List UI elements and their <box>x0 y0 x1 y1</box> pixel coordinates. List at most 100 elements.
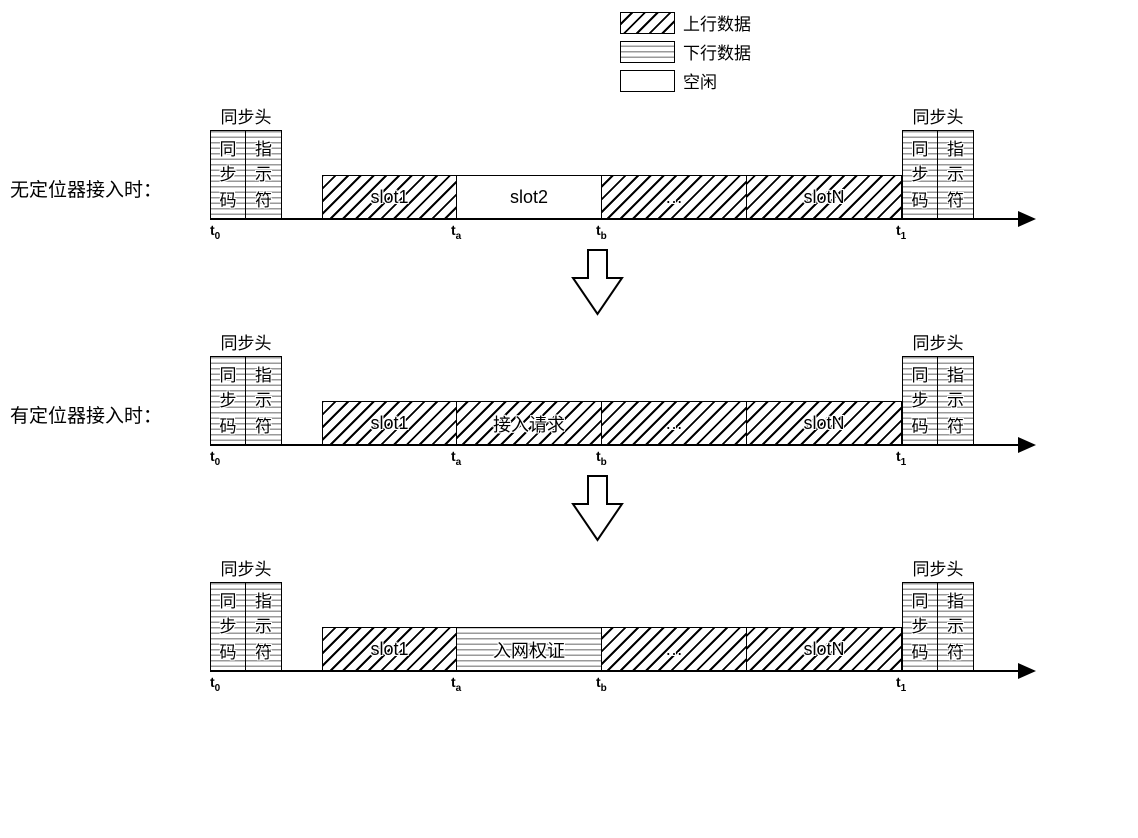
timeline: 同步头同步码指示符slot1接入请求…slotN同步头同步码指示符t0tatbt… <box>210 329 1034 468</box>
gap <box>282 401 322 446</box>
slot: 入网权证 <box>457 627 602 672</box>
slot-label: slot2 <box>508 187 550 208</box>
sync-char: 同 <box>220 363 237 389</box>
slot: … <box>602 401 747 446</box>
gap <box>282 175 322 220</box>
sync-head: 同步头同步码指示符 <box>902 103 974 220</box>
sync-caption: 同步头 <box>913 329 964 354</box>
timeline-row: 有定位器接入时：同步头同步码指示符slot1接入请求…slotN同步头同步码指示… <box>10 329 1128 468</box>
indicator-col: 指示符 <box>938 357 973 445</box>
timeline: 同步头同步码指示符slot1入网权证…slotN同步头同步码指示符t0tatbt… <box>210 555 1034 694</box>
tick-t0: t0 <box>210 448 220 468</box>
sync-char: 步 <box>912 614 929 640</box>
sync-box: 同步码指示符 <box>902 130 974 220</box>
timeline-body: 同步头同步码指示符slot1入网权证…slotN同步头同步码指示符 <box>210 555 1034 672</box>
legend-label: 空闲 <box>683 68 717 93</box>
sync-char: 符 <box>947 640 964 666</box>
sync-box: 同步码指示符 <box>902 356 974 446</box>
sync-char: 同 <box>912 137 929 163</box>
tick-t0: t0 <box>210 674 220 694</box>
slot-label: slotN <box>801 639 846 660</box>
tick-ta: ta <box>451 448 461 468</box>
sync-code-col: 同步码 <box>903 357 938 445</box>
sync-char: 步 <box>912 162 929 188</box>
sync-head: 同步头同步码指示符 <box>210 329 282 446</box>
sync-box: 同步码指示符 <box>902 582 974 672</box>
sync-char: 码 <box>912 414 929 440</box>
sync-char: 指 <box>947 589 964 615</box>
gap <box>282 627 322 672</box>
sync-head: 同步头同步码指示符 <box>210 103 282 220</box>
legend-item: 下行数据 <box>620 39 1128 64</box>
tick-tb: tb <box>596 674 607 694</box>
sync-char: 同 <box>912 363 929 389</box>
legend-item: 上行数据 <box>620 10 1128 35</box>
tick-t1: t1 <box>896 222 906 242</box>
sync-char: 符 <box>255 640 272 666</box>
sync-caption: 同步头 <box>913 103 964 128</box>
sync-char: 示 <box>255 162 272 188</box>
tick-tb: tb <box>596 448 607 468</box>
indicator-col: 指示符 <box>246 131 281 219</box>
legend-swatch-blank <box>620 70 675 92</box>
slot-label: 入网权证 <box>491 637 567 663</box>
sync-char: 同 <box>912 589 929 615</box>
slot-label: slot1 <box>368 413 410 434</box>
sync-caption: 同步头 <box>221 329 272 354</box>
slot: slot1 <box>322 401 457 446</box>
sync-head: 同步头同步码指示符 <box>902 555 974 672</box>
row-label: 无定位器接入时： <box>10 175 210 242</box>
row-label: 有定位器接入时： <box>10 401 210 468</box>
sync-char: 码 <box>220 414 237 440</box>
slot: … <box>602 175 747 220</box>
legend-swatch-hatch <box>620 12 675 34</box>
sync-char: 示 <box>255 614 272 640</box>
slot-label: … <box>663 639 685 660</box>
tick-ta: ta <box>451 674 461 694</box>
timeline-row: 同步头同步码指示符slot1入网权证…slotN同步头同步码指示符t0tatbt… <box>10 555 1128 694</box>
sync-char: 示 <box>947 388 964 414</box>
slot-label: … <box>663 413 685 434</box>
down-arrow-icon <box>570 248 1128 323</box>
sync-code-col: 同步码 <box>211 357 246 445</box>
legend-swatch-hstripe <box>620 41 675 63</box>
slot: slot2 <box>457 175 602 220</box>
tick-tb: tb <box>596 222 607 242</box>
tick-labels: t0 ta tb t1 <box>210 672 1034 694</box>
sync-char: 符 <box>255 188 272 214</box>
sync-char: 示 <box>947 614 964 640</box>
legend-label: 下行数据 <box>683 39 751 64</box>
sync-caption: 同步头 <box>221 555 272 580</box>
sync-char: 指 <box>255 589 272 615</box>
sync-char: 码 <box>912 188 929 214</box>
sync-code-col: 同步码 <box>903 583 938 671</box>
timeline: 同步头同步码指示符slot1slot2…slotN同步头同步码指示符t0tatb… <box>210 103 1034 242</box>
timeline-row: 无定位器接入时：同步头同步码指示符slot1slot2…slotN同步头同步码指… <box>10 103 1128 242</box>
tick-ta: ta <box>451 222 461 242</box>
sync-char: 同 <box>220 137 237 163</box>
sync-char: 指 <box>255 363 272 389</box>
legend-item: 空闲 <box>620 68 1128 93</box>
sync-char: 指 <box>947 137 964 163</box>
sync-char: 示 <box>255 388 272 414</box>
sync-caption: 同步头 <box>221 103 272 128</box>
tick-labels: t0 ta tb t1 <box>210 220 1034 242</box>
slot: … <box>602 627 747 672</box>
slot: slot1 <box>322 175 457 220</box>
row-label <box>10 654 210 694</box>
sync-code-col: 同步码 <box>903 131 938 219</box>
sync-box: 同步码指示符 <box>210 356 282 446</box>
sync-head: 同步头同步码指示符 <box>902 329 974 446</box>
sync-char: 符 <box>947 188 964 214</box>
tick-t1: t1 <box>896 674 906 694</box>
sync-char: 步 <box>912 388 929 414</box>
legend-label: 上行数据 <box>683 10 751 35</box>
indicator-col: 指示符 <box>938 131 973 219</box>
slot-label: slotN <box>801 187 846 208</box>
slot-label: 接入请求 <box>491 411 567 437</box>
slot: 接入请求 <box>457 401 602 446</box>
sync-code-col: 同步码 <box>211 131 246 219</box>
timeline-body: 同步头同步码指示符slot1接入请求…slotN同步头同步码指示符 <box>210 329 1034 446</box>
tick-t0: t0 <box>210 222 220 242</box>
sync-char: 步 <box>220 162 237 188</box>
